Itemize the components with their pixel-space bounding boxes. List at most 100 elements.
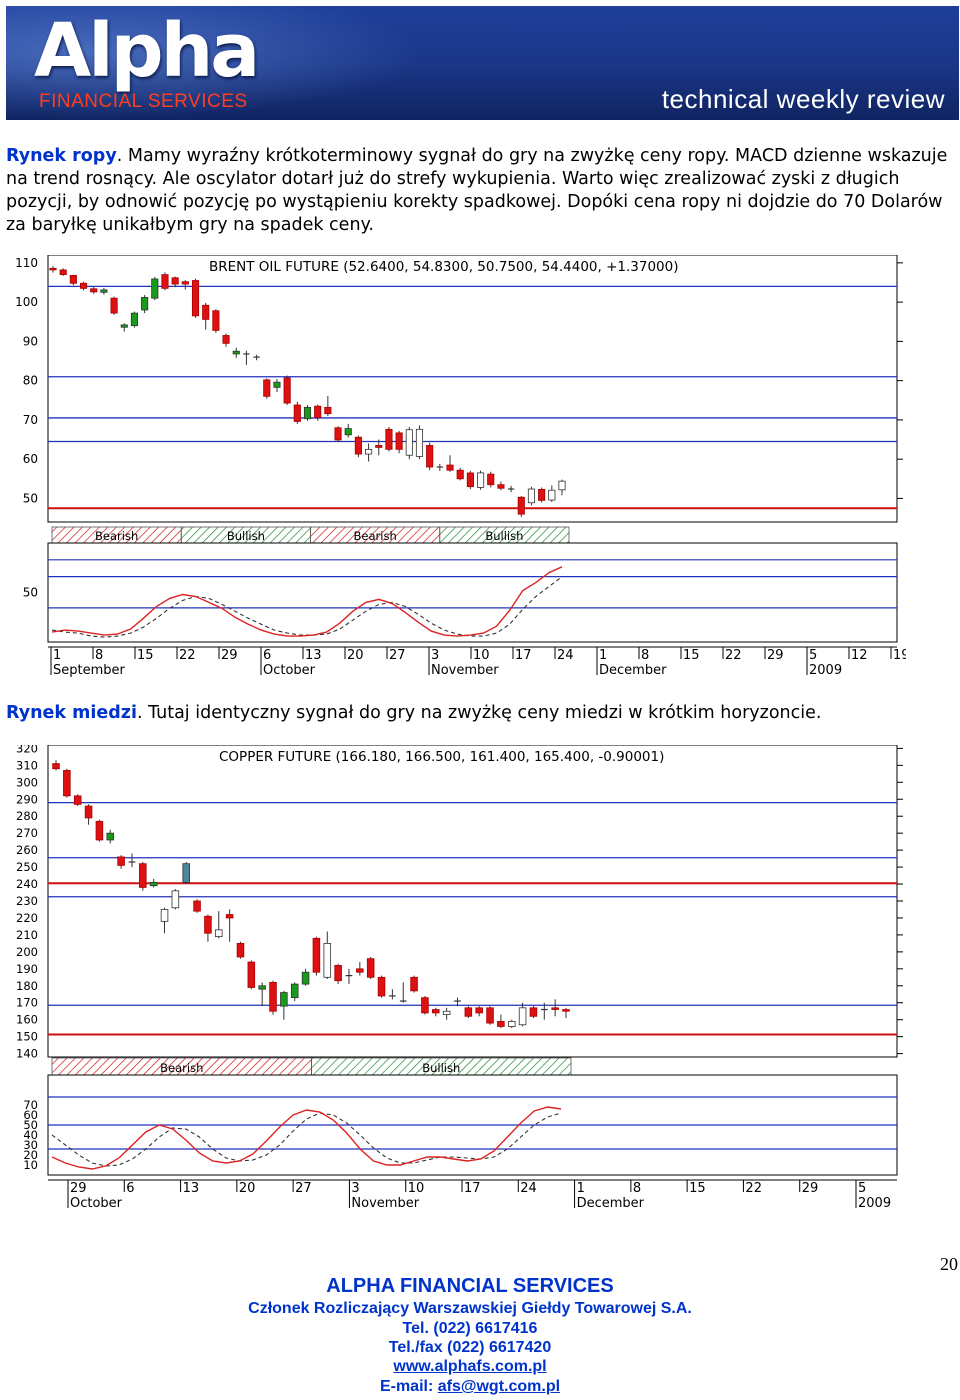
oil-xtick-label: 8 [95,648,103,663]
cu-osc-ytick-left: 30 [23,1138,38,1152]
footer-phone: Tel. (022) 6617416 [402,1320,538,1337]
oil-xtick-label: 5 [809,648,817,663]
cu-candle-body [247,961,256,988]
oil-month-label: 2009 [809,663,842,678]
oil-candle-body [59,269,67,276]
oil-ytick-left: 80 [23,374,38,388]
cu-osc-ytick-left: 10 [23,1158,38,1172]
oil-month-label: September [53,663,126,678]
cu-xtick-label: 1 [577,1181,585,1196]
oil-xtick-label: 1 [599,648,607,663]
footer-membership: Członek Rozliczający Warszawskiej Giełdy… [248,1300,692,1317]
page-number: 20 [940,1254,958,1274]
copper-text: . Tutaj identyczny sygnał do gry na zwyż… [136,703,822,723]
cu-osc-ytick-left: 40 [23,1128,38,1142]
oil-ytick-left: 90 [23,334,38,348]
oil-candle-body [100,289,108,293]
oil-candle-body [151,278,159,299]
report-tagline: technical weekly review [661,84,945,114]
cu-xtick-label: 29 [70,1181,87,1196]
oil-candle-body [314,405,322,418]
cu-ytick-left: 230 [16,894,38,908]
cu-ytick-left: 270 [16,826,38,840]
oil-candle-body [538,489,546,501]
oil-candle-body [487,473,495,486]
company-logo: Alpha [34,8,260,94]
oil-candle-body [334,427,342,441]
footer-website-link[interactable]: www.alphafs.com.pl [393,1358,547,1375]
cu-candle-body [529,1007,538,1017]
cu-candle-body [258,985,266,990]
cu-osc-ytick-left: 70 [23,1098,38,1112]
oil-candle-body [446,464,454,471]
oil-candle-body [120,324,128,328]
cu-candle-body [507,1020,516,1027]
oil-candle-body [212,310,220,331]
cu-xtick-label: 3 [351,1181,359,1196]
banner-glow [6,6,426,120]
cu-signal-label: Bullish [422,1061,460,1075]
oil-candle-body [517,496,525,515]
cu-candle-body [356,968,364,973]
cu-candle-body [432,1009,440,1014]
oil-candle-body [69,275,77,284]
oil-xtick-label: 24 [557,648,574,663]
cu-candle-body [486,1007,494,1024]
oil-candle-body [303,406,312,420]
oil-xtick-label: 15 [137,648,154,663]
oil-candle-body [181,281,189,285]
oil-xtick-label: 6 [263,648,271,663]
cu-xtick-label: 17 [464,1181,481,1196]
brent-oil-chart: BRENT OIL FUTURE (52.6400, 54.8300, 50.7… [15,255,906,678]
cu-candle-body [280,992,288,1007]
oil-candle-body [202,304,210,320]
cu-candle-body [52,763,60,770]
cu-candle-body [236,942,245,958]
cu-candle-body [290,983,299,999]
oil-ytick-left: 70 [23,413,38,427]
oil-xtick-label: 20 [347,648,364,663]
cu-candle-body [63,770,71,797]
oil-candle-body [365,448,373,455]
cu-month-label: 2009 [858,1196,891,1211]
cu-ytick-left: 280 [16,809,38,823]
oil-xtick-label: 27 [389,648,406,663]
oil-candle-body [558,480,566,491]
cu-candle-body [410,976,418,992]
cu-candle-body [193,900,201,912]
oil-month-label: October [263,663,316,678]
cu-xtick-label: 6 [126,1181,134,1196]
oil-candle-body [456,469,464,480]
oil-candle-body [171,277,179,285]
cu-candle-body [366,958,375,978]
copper-chart: COPPER FUTURE (166.180, 166.500, 161.400… [16,745,903,1211]
oil-xtick-label: 15 [683,648,700,663]
footer-email-link[interactable]: afs@wgt.com.pl [437,1378,561,1395]
oil-xtick-label: 13 [305,648,322,663]
cu-xtick-label: 13 [183,1181,200,1196]
cu-candle-body [301,971,310,985]
cu-candle-body [106,832,115,841]
cu-candle-body [518,1007,527,1026]
oil-candle-body [344,428,352,436]
oil-ytick-left: 50 [23,491,38,505]
cu-candle-body [323,942,332,978]
footer-company: ALPHA FINANCIAL SERVICES [326,1275,614,1297]
oil-candle-body [354,436,362,455]
cu-candle-body [475,1007,483,1014]
oil-xtick-label: 10 [473,648,490,663]
cu-ytick-left: 320 [16,745,38,755]
oil-xtick-label: 8 [641,648,649,663]
oil-text: . Mamy wyraźny krótkoterminowy sygnał do… [6,146,948,235]
copper-lead: Rynek miedzi [6,703,137,723]
cu-ytick-left: 160 [16,1013,38,1027]
cu-candle-body [225,914,234,919]
cu-candle-body [95,820,104,841]
oil-candle-body [497,484,505,489]
oil-xtick-label: 29 [767,648,784,663]
cu-month-label: November [351,1196,419,1211]
oil-oscillator-frame [47,542,898,643]
cu-candle-body [160,909,169,922]
oil-candle-body [324,406,332,415]
cu-month-label: October [70,1196,123,1211]
